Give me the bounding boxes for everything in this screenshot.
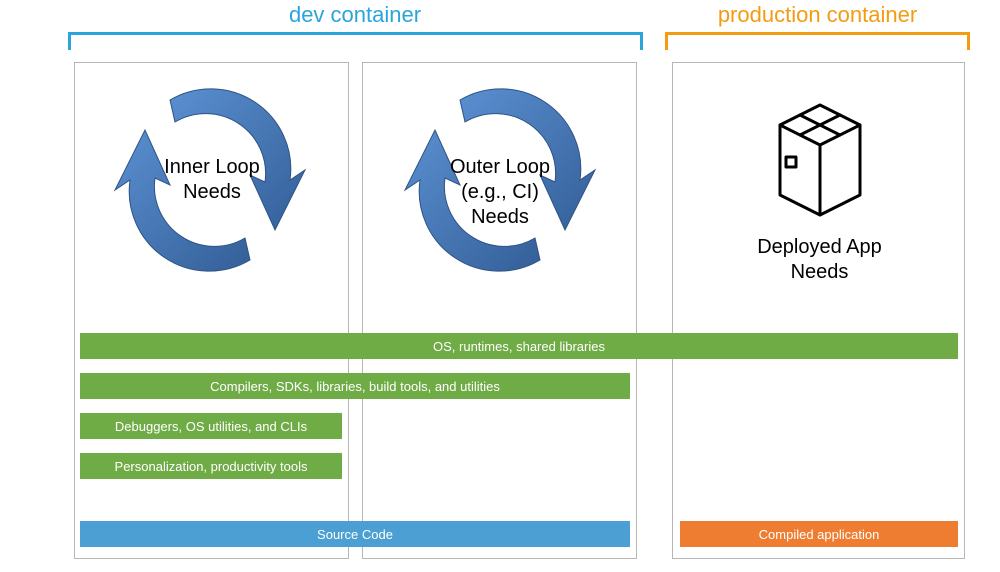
diagram-canvas: dev container production container	[0, 0, 1000, 572]
layer-bar-compilers: Compilers, SDKs, libraries, build tools,…	[80, 373, 630, 399]
dev-container-bracket	[68, 32, 643, 50]
dev-container-label: dev container	[250, 2, 460, 28]
layer-bar-source: Source Code	[80, 521, 630, 547]
inner-loop-title: Inner LoopNeeds	[132, 155, 292, 205]
deployed-app-title: Deployed AppNeeds	[742, 235, 897, 285]
layer-bar-compiled: Compiled application	[680, 521, 958, 547]
production-container-label: production container	[665, 2, 970, 28]
outer-loop-title: Outer Loop(e.g., CI)Needs	[420, 155, 580, 230]
layer-bar-debuggers: Debuggers, OS utilities, and CLIs	[80, 413, 342, 439]
layer-bar-personal: Personalization, productivity tools	[80, 453, 342, 479]
production-container-bracket	[665, 32, 970, 50]
package-icon	[750, 85, 890, 225]
layer-bar-os: OS, runtimes, shared libraries	[80, 333, 958, 359]
